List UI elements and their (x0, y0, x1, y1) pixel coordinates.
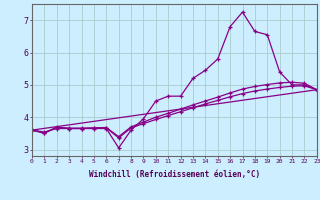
X-axis label: Windchill (Refroidissement éolien,°C): Windchill (Refroidissement éolien,°C) (89, 170, 260, 179)
